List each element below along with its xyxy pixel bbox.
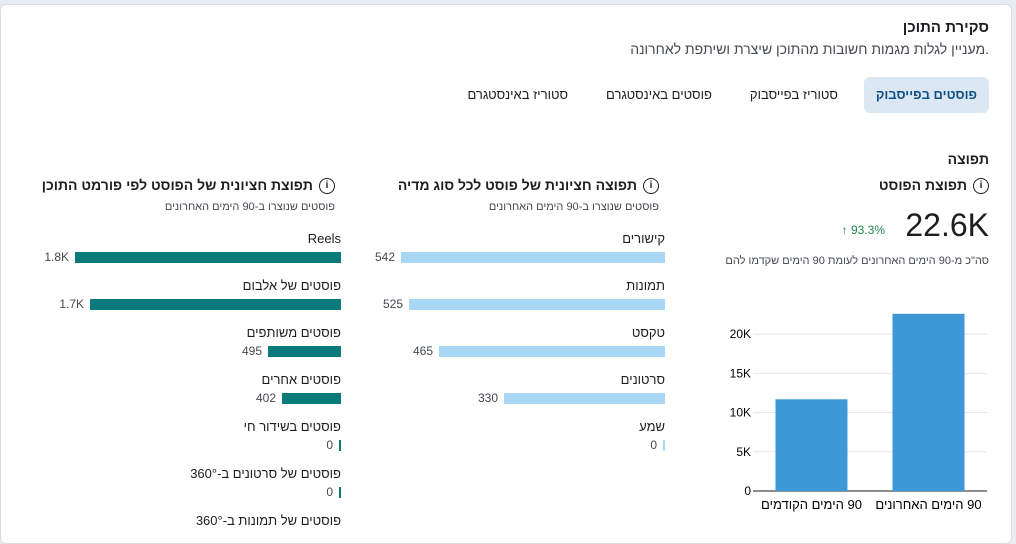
bar-fill <box>75 251 341 263</box>
bar-fill <box>439 345 665 357</box>
bar-value: 465 <box>412 344 433 358</box>
bar-item: פוסטים בשידור חי 0 <box>35 419 341 452</box>
tab-bar: פוסטים בפייסבוק סטוריז בפייסבוק פוסטים ב… <box>442 77 989 113</box>
bar-label: טקסט <box>631 325 665 340</box>
reach-change-indicator: ↑ 93.3% <box>841 223 885 237</box>
bar-label: פוסטים של אלבום <box>242 278 341 293</box>
bar-label: קישורים <box>622 231 665 246</box>
media-type-panel-subtitle: פוסטים שנוצרו ב-90 הימים האחרונים <box>488 201 659 213</box>
reach-section-heading: תפוצה <box>947 151 989 167</box>
bar-item: טקסט 465 <box>361 325 665 358</box>
y-tick-label: 5K <box>736 445 751 459</box>
tab-instagram-posts[interactable]: פוסטים באינסטגרם <box>606 87 712 102</box>
y-tick-label: 15K <box>730 366 751 380</box>
tab-facebook-stories[interactable]: סטוריז בפייסבוק <box>749 87 838 102</box>
bar-item: פוסטים של אלבום 1.7K <box>35 278 341 311</box>
bar-fill <box>401 251 665 263</box>
chart-bar[interactable] <box>775 399 848 491</box>
bar-item: פוסטים משותפים 495 <box>35 325 341 358</box>
reach-compare-text: סה"כ מ-90 הימים האחרונים לעומת 90 הימים … <box>725 255 989 267</box>
bar-label: שמע <box>639 419 665 434</box>
bar-item: Reels 1.8K <box>35 231 341 264</box>
bar-value: 0 <box>326 438 333 452</box>
format-bar-list: Reels 1.8K פוסטים של אלבום 1.7K פוסטים משותפ… <box>35 231 341 542</box>
bar-fill <box>268 345 341 357</box>
tab-facebook-posts[interactable]: פוסטים בפייסבוק <box>863 77 989 113</box>
bar-label: Reels <box>307 231 341 246</box>
bar-value: 525 <box>382 297 403 311</box>
media-type-panel-title: iתפוצה חציונית של פוסט לכל סוג מדיה <box>398 177 659 195</box>
x-category-label: 90 הימים הקודמים <box>761 497 862 512</box>
info-icon[interactable]: i <box>973 178 989 195</box>
info-icon[interactable]: i <box>643 178 659 195</box>
bar-value: 495 <box>241 344 262 358</box>
format-panel-subtitle: פוסטים שנוצרו ב-90 הימים האחרונים <box>164 201 335 213</box>
y-tick-label: 0 <box>744 484 751 498</box>
bar-value: 0 <box>650 438 657 452</box>
post-reach-title: iתפוצת הפוסט <box>879 177 989 195</box>
bar-value: 542 <box>374 250 395 264</box>
bar-label: פוסטים של תמונות ב-360° <box>195 513 341 528</box>
bar-item: סרטונים 330 <box>361 372 665 405</box>
bar-fill <box>90 298 341 310</box>
bar-value: 1.8K <box>44 250 69 264</box>
reach-comparison-chart: 0 5K 10K 15K 20K 90 הימים האחרונים 90 הימים הק… <box>730 313 987 512</box>
bar-label: פוסטים בשידור חי <box>243 419 341 434</box>
arrow-up-icon: ↑ <box>841 223 848 237</box>
media-type-bar-list: קישורים 542 תמונות 525 טקסט 465 סרטונים 330 שמע 0 <box>361 231 665 466</box>
bar-item: שמע 0 <box>361 419 665 452</box>
bar-fill <box>409 298 665 310</box>
bar-label: פוסטים של סרטונים ב-360° <box>190 466 341 481</box>
bar-item: פוסטים של סרטונים ב-360° 0 <box>35 466 341 499</box>
bar-fill <box>504 392 665 404</box>
content-overview-card: סקירת התוכן מעניין לגלות מגמות חשובות מה… <box>0 4 1012 544</box>
bar-label: תמונות <box>626 278 665 293</box>
page-subtitle: מעניין לגלות מגמות חשובות מהתוכן שיצרת ו… <box>630 41 989 57</box>
y-tick-label: 10K <box>730 406 751 420</box>
bar-item: פוסטים של תמונות ב-360° <box>35 513 341 528</box>
bar-fill <box>663 439 665 451</box>
bar-value: 402 <box>255 391 276 405</box>
tab-instagram-stories[interactable]: סטוריז באינסטגרם <box>467 87 569 102</box>
post-reach-value: 22.6K <box>905 207 989 243</box>
chart-bar[interactable] <box>892 313 965 491</box>
bar-item: קישורים 542 <box>361 231 665 264</box>
bar-label: פוסטים משותפים <box>246 325 341 340</box>
bar-item: פוסטים אחרים 402 <box>35 372 341 405</box>
bar-fill <box>339 486 341 498</box>
bar-label: פוסטים אחרים <box>261 372 341 387</box>
y-tick-label: 20K <box>730 327 751 341</box>
bar-item: תמונות 525 <box>361 278 665 311</box>
bar-label: סרטונים <box>620 372 665 387</box>
bar-fill <box>339 439 341 451</box>
format-panel-title: iתפוצת חציונית של הפוסט לפי פורמט התוכן <box>42 177 335 195</box>
bar-value: 330 <box>477 391 498 405</box>
bar-value: 1.7K <box>59 297 84 311</box>
bar-fill <box>282 392 341 404</box>
info-icon[interactable]: i <box>319 178 335 195</box>
page-title: סקירת התוכן <box>902 19 989 36</box>
x-category-label: 90 הימים האחרונים <box>875 497 981 512</box>
bar-value: 0 <box>326 485 333 499</box>
